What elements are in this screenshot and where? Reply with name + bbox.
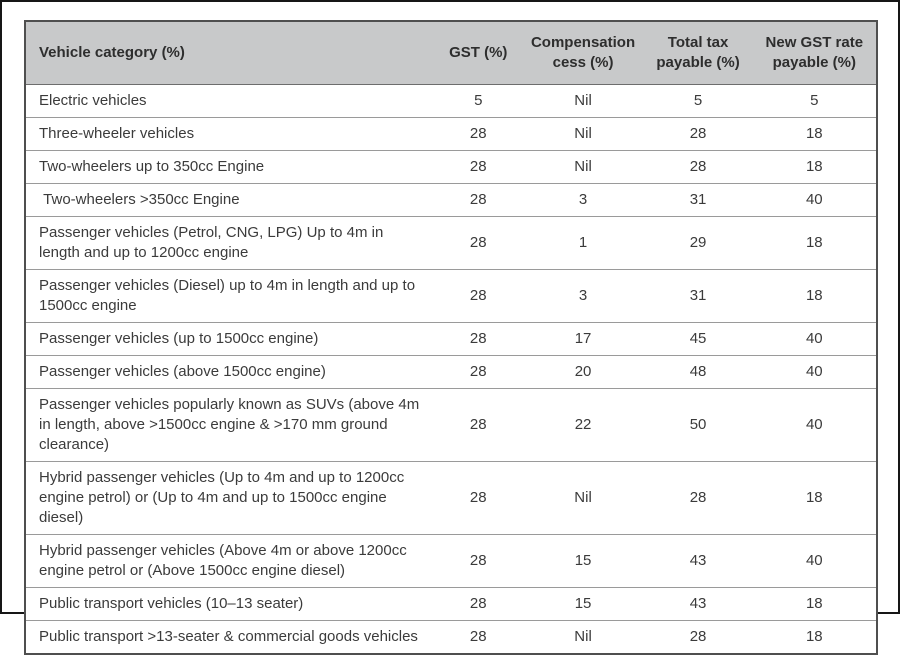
- cell-new-rate: 40: [752, 534, 877, 588]
- table-row: Passenger vehicles (Petrol, CNG, LPG) Up…: [25, 216, 877, 270]
- cell-cess: 3: [522, 269, 644, 323]
- table-row: Passenger vehicles popularly known as SU…: [25, 388, 877, 462]
- cell-new-rate: 18: [752, 587, 877, 621]
- cell-gst: 28: [433, 355, 523, 389]
- cell-new-rate: 5: [752, 84, 877, 118]
- table-row: Public transport >13-seater & commercial…: [25, 620, 877, 654]
- cell-total: 29: [643, 216, 753, 270]
- cell-gst: 28: [433, 461, 523, 535]
- col-header-total-tax-payable: Total tax payable (%): [643, 21, 753, 85]
- table-row: Hybrid passenger vehicles (Above 4m or a…: [25, 534, 877, 588]
- cell-gst: 28: [433, 620, 523, 654]
- cell-category: Passenger vehicles (above 1500cc engine): [25, 355, 434, 389]
- cell-cess: 20: [522, 355, 644, 389]
- table-row: Hybrid passenger vehicles (Up to 4m and …: [25, 461, 877, 535]
- cell-new-rate: 18: [752, 117, 877, 151]
- cell-total: 31: [643, 269, 753, 323]
- cell-cess: Nil: [522, 620, 644, 654]
- table-row: Passenger vehicles (above 1500cc engine)…: [25, 355, 877, 389]
- cell-gst: 28: [433, 587, 523, 621]
- cell-total: 5: [643, 84, 753, 118]
- cell-new-rate: 18: [752, 620, 877, 654]
- table-row: Passenger vehicles (up to 1500cc engine)…: [25, 322, 877, 356]
- col-header-gst: GST (%): [433, 21, 523, 85]
- cell-total: 48: [643, 355, 753, 389]
- cell-cess: 15: [522, 587, 644, 621]
- gst-rates-table: Vehicle category (%) GST (%) Compensatio…: [24, 20, 878, 655]
- cell-cess: 1: [522, 216, 644, 270]
- header-row: Vehicle category (%) GST (%) Compensatio…: [25, 21, 877, 85]
- cell-cess: Nil: [522, 117, 644, 151]
- col-header-new-gst-rate: New GST rate payable (%): [752, 21, 877, 85]
- table-row: Passenger vehicles (Diesel) up to 4m in …: [25, 269, 877, 323]
- cell-total: 43: [643, 534, 753, 588]
- cell-new-rate: 18: [752, 216, 877, 270]
- cell-total: 28: [643, 117, 753, 151]
- cell-cess: 17: [522, 322, 644, 356]
- table-row: Three-wheeler vehicles 28 Nil 28 18: [25, 117, 877, 151]
- cell-total: 31: [643, 183, 753, 217]
- cell-category: Public transport >13-seater & commercial…: [25, 620, 434, 654]
- cell-total: 28: [643, 150, 753, 184]
- cell-category: Two-wheelers >350cc Engine: [25, 183, 434, 217]
- cell-gst: 28: [433, 269, 523, 323]
- cell-gst: 28: [433, 216, 523, 270]
- cell-total: 28: [643, 461, 753, 535]
- cell-gst: 28: [433, 183, 523, 217]
- cell-category: Three-wheeler vehicles: [25, 117, 434, 151]
- cell-cess: Nil: [522, 461, 644, 535]
- col-header-vehicle-category: Vehicle category (%): [25, 21, 434, 85]
- cell-cess: Nil: [522, 150, 644, 184]
- cell-category: Two-wheelers up to 350cc Engine: [25, 150, 434, 184]
- cell-cess: 15: [522, 534, 644, 588]
- cell-gst: 28: [433, 534, 523, 588]
- col-header-compensation-cess: Compensation cess (%): [522, 21, 644, 85]
- cell-category: Hybrid passenger vehicles (Above 4m or a…: [25, 534, 434, 588]
- cell-new-rate: 40: [752, 183, 877, 217]
- cell-new-rate: 40: [752, 388, 877, 462]
- cell-category: Passenger vehicles popularly known as SU…: [25, 388, 434, 462]
- cell-total: 45: [643, 322, 753, 356]
- cell-category: Passenger vehicles (up to 1500cc engine): [25, 322, 434, 356]
- cell-new-rate: 18: [752, 150, 877, 184]
- cell-new-rate: 40: [752, 322, 877, 356]
- cell-gst: 28: [433, 150, 523, 184]
- cell-category: Passenger vehicles (Diesel) up to 4m in …: [25, 269, 434, 323]
- table-row: Two-wheelers up to 350cc Engine 28 Nil 2…: [25, 150, 877, 184]
- table-row: Two-wheelers >350cc Engine 28 3 31 40: [25, 183, 877, 217]
- cell-total: 50: [643, 388, 753, 462]
- cell-new-rate: 18: [752, 269, 877, 323]
- cell-total: 28: [643, 620, 753, 654]
- cell-new-rate: 40: [752, 355, 877, 389]
- cell-category: Passenger vehicles (Petrol, CNG, LPG) Up…: [25, 216, 434, 270]
- cell-gst: 28: [433, 322, 523, 356]
- cell-category: Hybrid passenger vehicles (Up to 4m and …: [25, 461, 434, 535]
- cell-category: Public transport vehicles (10–13 seater): [25, 587, 434, 621]
- cell-cess: 3: [522, 183, 644, 217]
- cell-gst: 28: [433, 117, 523, 151]
- cell-new-rate: 18: [752, 461, 877, 535]
- cell-cess: Nil: [522, 84, 644, 118]
- cell-category: Electric vehicles: [25, 84, 434, 118]
- cell-gst: 5: [433, 84, 523, 118]
- cell-cess: 22: [522, 388, 644, 462]
- table-row: Public transport vehicles (10–13 seater)…: [25, 587, 877, 621]
- table-row: Electric vehicles 5 Nil 5 5: [25, 84, 877, 118]
- cell-total: 43: [643, 587, 753, 621]
- cell-gst: 28: [433, 388, 523, 462]
